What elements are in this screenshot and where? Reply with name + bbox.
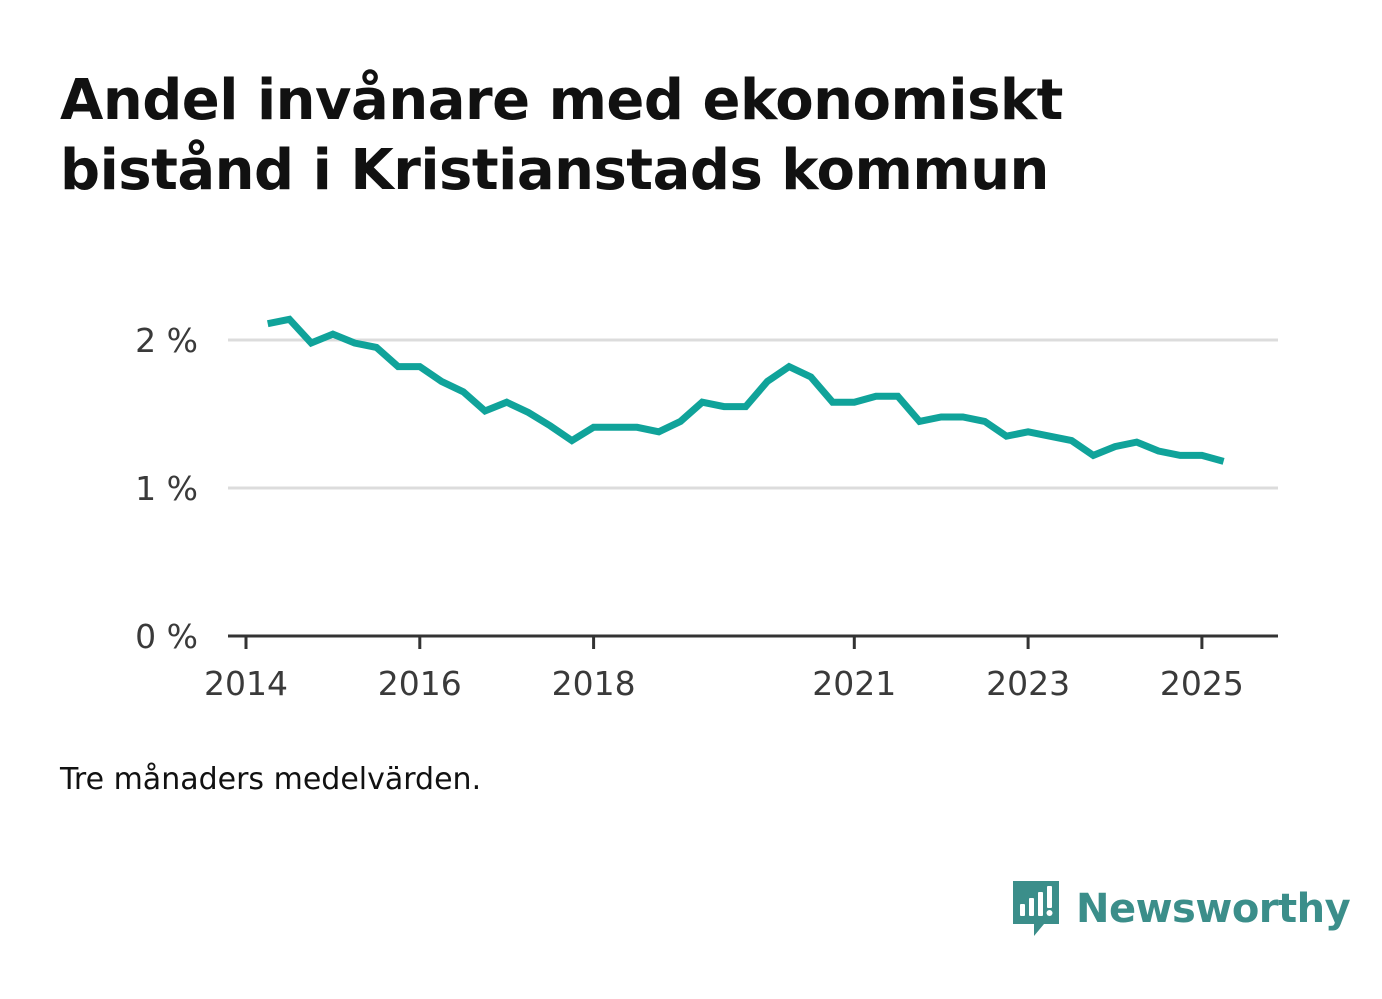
y-tick-label: 1 % bbox=[135, 469, 198, 508]
x-tick-label: 2025 bbox=[1160, 664, 1244, 703]
chart-note: Tre månaders medelvärden. bbox=[60, 762, 482, 797]
x-tick-label: 2023 bbox=[986, 664, 1070, 703]
chart-title: Andel invånare med ekonomiskt bistånd i … bbox=[60, 68, 1063, 203]
y-tick-label: 2 % bbox=[135, 321, 198, 360]
series-line-0 bbox=[267, 315, 1225, 465]
brand-name: Newsworthy bbox=[1076, 886, 1351, 932]
x-axis bbox=[228, 634, 1278, 649]
x-tick-label: 2016 bbox=[378, 664, 462, 703]
x-tick-label: 2018 bbox=[552, 664, 636, 703]
x-tick-label: 2014 bbox=[204, 664, 288, 703]
x-tick-label: 2021 bbox=[812, 664, 896, 703]
x-axis-labels: 2014 2016 2018 2021 2023 2025 bbox=[204, 664, 1244, 703]
y-tick-label: 0 % bbox=[135, 617, 198, 656]
series-layer bbox=[267, 315, 1225, 465]
newsworthy-logo-icon bbox=[1013, 881, 1059, 936]
y-axis-labels: 0 % 1 % 2 % bbox=[135, 321, 198, 656]
brand-logo: Newsworthy bbox=[1010, 878, 1351, 940]
grid-lines bbox=[228, 338, 1278, 490]
